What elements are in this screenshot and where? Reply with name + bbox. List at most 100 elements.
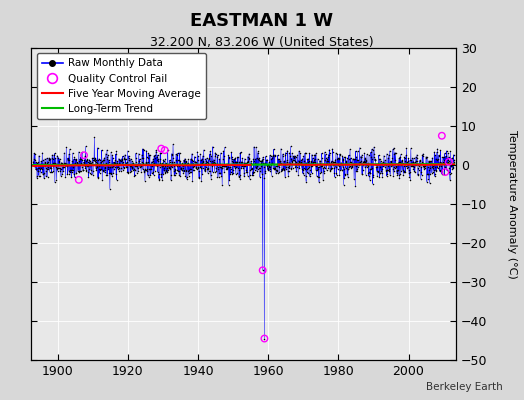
Point (171, 166, 180, 173)
Point (431, 164, 440, 171)
Point (384, 154, 392, 161)
Point (393, 168, 401, 174)
Point (278, 166, 286, 172)
Point (260, 160, 269, 166)
Point (308, 163, 316, 169)
Point (381, 162, 390, 168)
Point (257, 170, 266, 177)
Point (58, 171, 67, 177)
Point (208, 160, 216, 166)
Point (266, 166, 275, 172)
Point (139, 160, 148, 166)
Point (250, 160, 259, 166)
Point (96, 167, 104, 173)
Point (417, 164, 425, 170)
Point (387, 162, 396, 169)
Point (305, 170, 314, 177)
Point (59, 164, 68, 170)
Point (329, 162, 337, 168)
Point (399, 172, 408, 178)
Point (331, 174, 339, 180)
Point (57, 173, 65, 179)
Point (319, 177, 328, 184)
Point (63, 163, 71, 170)
Point (64, 156, 72, 162)
Point (431, 173, 439, 180)
Point (155, 176, 163, 183)
Point (194, 164, 203, 170)
Point (447, 155, 456, 162)
Point (106, 164, 115, 170)
Point (144, 159, 152, 166)
Point (103, 154, 112, 160)
Point (50, 152, 58, 158)
Text: EASTMAN 1 W: EASTMAN 1 W (190, 12, 334, 30)
Point (347, 161, 355, 168)
Point (355, 162, 363, 168)
Point (75, 169, 84, 176)
Point (114, 162, 122, 168)
Point (432, 149, 441, 156)
Point (323, 158, 331, 164)
Point (71, 160, 80, 166)
Point (196, 164, 205, 171)
Point (71, 161, 79, 168)
Point (154, 152, 162, 158)
Point (183, 162, 192, 168)
Point (409, 166, 418, 172)
Point (126, 162, 134, 168)
Point (390, 150, 399, 157)
Point (80, 159, 88, 165)
Point (44, 163, 52, 170)
Point (309, 158, 318, 165)
Point (287, 166, 296, 172)
Point (216, 170, 224, 176)
Point (197, 157, 205, 163)
Point (204, 166, 212, 172)
Point (304, 158, 313, 164)
Point (408, 163, 417, 169)
Point (270, 152, 279, 158)
Point (298, 165, 306, 172)
Point (210, 168, 219, 175)
Point (156, 164, 164, 170)
Point (210, 159, 218, 165)
Point (200, 161, 209, 168)
Point (74, 167, 83, 174)
Point (342, 158, 350, 165)
Point (237, 159, 245, 166)
Point (342, 161, 351, 167)
Point (400, 155, 409, 161)
Point (184, 156, 192, 163)
Point (266, 168, 274, 174)
Point (246, 167, 255, 174)
Point (235, 174, 243, 180)
Point (42, 168, 50, 174)
Point (281, 152, 290, 158)
Point (151, 152, 159, 158)
Point (342, 157, 351, 164)
Point (263, 156, 271, 163)
Point (160, 169, 169, 175)
Point (236, 150, 244, 156)
Point (135, 158, 144, 164)
Point (248, 168, 257, 175)
Point (231, 165, 239, 171)
Point (186, 169, 194, 175)
Point (427, 161, 435, 168)
Point (214, 164, 222, 170)
Point (298, 161, 306, 168)
Point (225, 154, 233, 160)
Point (69, 156, 78, 162)
Point (446, 177, 454, 183)
Point (152, 149, 160, 155)
Point (416, 161, 424, 168)
Point (102, 156, 111, 162)
Point (445, 165, 453, 171)
Point (130, 173, 138, 179)
Point (419, 160, 428, 166)
Point (413, 172, 422, 178)
Point (46, 165, 54, 172)
Point (440, 154, 448, 161)
Point (309, 160, 318, 166)
